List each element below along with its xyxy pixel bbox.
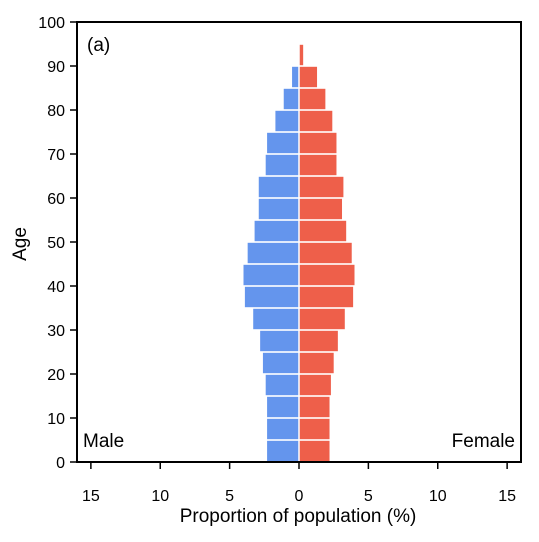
female-bar-20	[299, 352, 334, 374]
male-bar-25	[260, 330, 299, 352]
female-bar-25	[299, 330, 338, 352]
female-bar-30	[299, 308, 345, 330]
male-bar-70	[267, 132, 299, 154]
male-bar-15	[265, 374, 299, 396]
female-bar-90	[299, 44, 304, 66]
male-bar-80	[283, 88, 299, 110]
y-tick-label-4: 40	[47, 279, 65, 296]
male-bar-35	[244, 286, 299, 308]
female-bars	[298, 22, 355, 462]
x-tick-label-6: 15	[498, 488, 516, 505]
male-bar-5	[267, 418, 299, 440]
female-bar-60	[299, 176, 344, 198]
female-bar-5	[299, 418, 330, 440]
panel-label: (a)	[87, 35, 110, 56]
male-bar-85	[292, 66, 299, 88]
y-tick-label-3: 30	[47, 323, 65, 340]
y-axis: 0 10 20 30 40 50 60 70 80 90 100	[38, 15, 77, 472]
male-bar-10	[267, 396, 299, 418]
male-bar-65	[265, 154, 299, 176]
male-bar-40	[243, 264, 299, 286]
y-tick-label-8: 80	[47, 103, 65, 120]
y-tick-label-2: 20	[47, 367, 65, 384]
female-series-label: Female	[452, 431, 515, 452]
female-bar-80	[299, 88, 326, 110]
female-bar-35	[299, 286, 354, 308]
x-tick-label-3: 0	[295, 488, 304, 505]
male-bars	[243, 66, 299, 462]
male-bar-60	[258, 176, 299, 198]
male-bar-30	[253, 308, 299, 330]
female-bar-75	[299, 110, 333, 132]
y-tick-label-10: 100	[38, 15, 65, 32]
y-tick-label-6: 60	[47, 191, 65, 208]
female-bar-65	[299, 154, 337, 176]
x-tick-label-2: 5	[225, 488, 234, 505]
y-tick-label-7: 70	[47, 147, 65, 164]
male-bar-55	[258, 198, 299, 220]
y-tick-label-5: 50	[47, 235, 65, 252]
y-tick-label-0: 0	[56, 455, 65, 472]
male-bar-20	[262, 352, 299, 374]
male-series-label: Male	[83, 431, 124, 452]
female-bar-0	[299, 440, 330, 462]
female-bar-45	[299, 242, 352, 264]
male-bar-0	[267, 440, 299, 462]
y-tick-label-1: 10	[47, 411, 65, 428]
female-bar-55	[299, 198, 343, 220]
female-bar-85	[299, 66, 318, 88]
y-axis-title: Age	[10, 227, 31, 261]
male-bar-50	[254, 220, 299, 242]
male-bar-75	[275, 110, 299, 132]
female-bar-15	[299, 374, 331, 396]
y-tick-label-9: 90	[47, 59, 65, 76]
female-bar-50	[299, 220, 347, 242]
female-bar-10	[299, 396, 330, 418]
x-axis-title: Proportion of population (%)	[180, 506, 417, 527]
x-tick-label-1: 10	[151, 488, 169, 505]
x-tick-label-4: 5	[364, 488, 373, 505]
x-tick-label-0: 15	[82, 488, 100, 505]
female-bar-40	[299, 264, 355, 286]
x-tick-label-5: 10	[429, 488, 447, 505]
male-bar-45	[247, 242, 299, 264]
x-axis: 15 10 5 0 5 10 15	[82, 462, 516, 505]
female-bar-70	[299, 132, 337, 154]
